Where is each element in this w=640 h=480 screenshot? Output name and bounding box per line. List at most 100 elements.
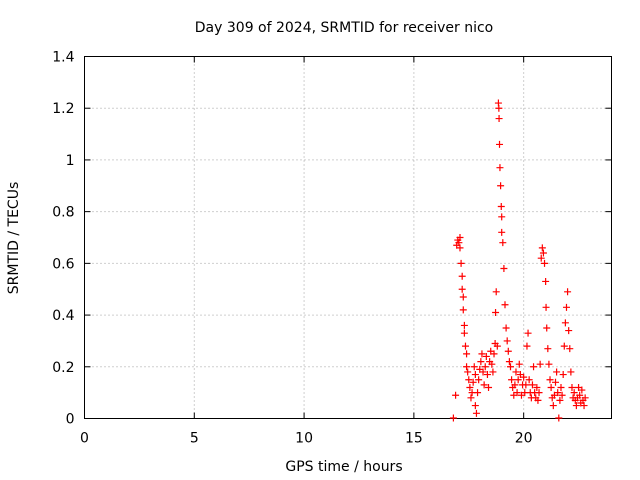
- data-point: [578, 386, 586, 394]
- data-point: [460, 321, 468, 329]
- data-point: [469, 378, 477, 386]
- data-point: [513, 389, 521, 397]
- data-point: [557, 383, 565, 391]
- data-point: [482, 352, 490, 360]
- data-point: [481, 363, 489, 371]
- data-point: [515, 360, 523, 368]
- data-point: [501, 301, 509, 309]
- data-point: [475, 376, 483, 384]
- data-point: [474, 389, 482, 397]
- data-point: [562, 303, 570, 311]
- data-point: [460, 329, 468, 337]
- y-tick-label: 0.4: [52, 308, 74, 324]
- data-point: [467, 394, 475, 402]
- data-point: [489, 368, 497, 376]
- data-point: [449, 414, 457, 422]
- data-point: [567, 368, 575, 376]
- data-point: [503, 337, 511, 345]
- x-tick-label: 15: [405, 431, 423, 447]
- data-point: [493, 342, 501, 350]
- data-point: [530, 363, 538, 371]
- data-point: [520, 373, 528, 381]
- data-point: [496, 140, 504, 148]
- data-point: [495, 115, 503, 123]
- data-point: [545, 360, 553, 368]
- data-point: [504, 347, 512, 355]
- data-point: [485, 383, 493, 391]
- y-tick-label: 1.4: [52, 50, 74, 66]
- data-point: [536, 360, 544, 368]
- data-point: [470, 363, 478, 371]
- data-point: [523, 342, 531, 350]
- data-point: [538, 244, 546, 252]
- x-tick-label: 20: [515, 431, 533, 447]
- data-point: [560, 342, 568, 350]
- data-point: [544, 345, 552, 353]
- data-point: [565, 327, 573, 335]
- data-point: [514, 376, 522, 384]
- data-point: [508, 376, 516, 384]
- data-point: [464, 368, 472, 376]
- data-point: [542, 277, 550, 285]
- y-tick-label: 0: [66, 412, 75, 428]
- data-point: [463, 350, 471, 358]
- data-point: [455, 239, 463, 247]
- data-point: [480, 381, 488, 389]
- data-point: [488, 360, 496, 368]
- y-tick-label: 0.8: [52, 205, 74, 221]
- data-point: [576, 391, 584, 399]
- data-point: [459, 306, 467, 314]
- data-point: [499, 239, 507, 247]
- data-point: [502, 324, 510, 332]
- data-point: [570, 389, 578, 397]
- plot-area: [84, 56, 612, 419]
- data-point: [580, 402, 588, 410]
- data-point: [564, 288, 572, 296]
- data-point: [558, 391, 566, 399]
- data-point: [542, 303, 550, 311]
- data-point: [471, 371, 479, 379]
- x-axis-label: GPS time / hours: [285, 459, 402, 475]
- data-point: [466, 383, 474, 391]
- data-point: [496, 164, 504, 172]
- data-point: [456, 234, 464, 241]
- data-point: [500, 265, 508, 273]
- data-point: [549, 402, 557, 410]
- data-point: [505, 358, 513, 366]
- data-point: [537, 254, 545, 262]
- y-tick-label: 0.2: [52, 360, 74, 376]
- data-point: [533, 383, 541, 391]
- data-point: [471, 402, 479, 410]
- data-point: [581, 394, 589, 402]
- data-point: [490, 350, 498, 358]
- data-point: [497, 182, 505, 190]
- data-point: [492, 288, 500, 296]
- data-point: [472, 409, 480, 417]
- data-point: [555, 414, 563, 422]
- data-point: [553, 368, 561, 376]
- data-point: [511, 381, 519, 389]
- data-point: [524, 329, 532, 337]
- data-point: [543, 324, 551, 332]
- data-point: [457, 259, 465, 267]
- grid: [84, 56, 612, 419]
- x-tick-label: 5: [190, 431, 199, 447]
- data-point: [452, 391, 460, 399]
- data-point: [498, 213, 506, 221]
- data-series: [449, 99, 589, 422]
- data-point: [506, 363, 514, 371]
- data-point: [497, 202, 505, 210]
- data-point: [556, 396, 564, 404]
- data-point: [535, 389, 543, 397]
- y-axis-label: SRMTID / TECUs: [6, 182, 22, 295]
- data-point: [483, 371, 491, 379]
- data-point: [461, 342, 469, 350]
- data-point: [522, 381, 530, 389]
- data-point: [561, 319, 569, 327]
- data-point: [458, 272, 466, 280]
- data-point: [534, 396, 542, 404]
- chart-title: Day 309 of 2024, SRMTID for receiver nic…: [195, 20, 493, 36]
- data-point: [552, 378, 560, 386]
- data-point: [546, 376, 554, 384]
